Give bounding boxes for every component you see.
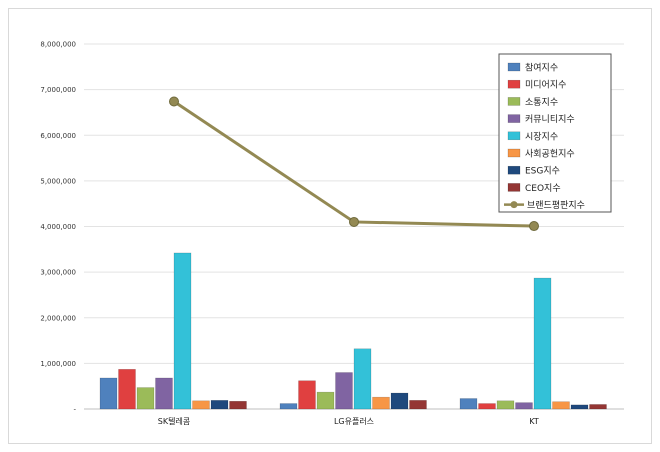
bar: [390, 392, 409, 410]
chart: - 1,000,000 2,000,000 3,000,000 4,000,000 5,0…: [40, 41, 624, 426]
legend-swatch: [507, 165, 521, 175]
line-point: [529, 221, 539, 232]
bar: [316, 391, 335, 410]
bar: [229, 400, 247, 410]
line-point: [349, 216, 359, 227]
x-category-label: KT: [529, 417, 539, 426]
line-point: [169, 96, 179, 107]
legend-swatch: [507, 79, 521, 89]
y-tick-label: 6,000,000: [40, 132, 76, 140]
bar: [496, 400, 515, 410]
bar: [173, 252, 192, 410]
bar: [99, 377, 118, 410]
legend-swatch: [507, 131, 521, 141]
bar: [459, 398, 478, 410]
legend-label: CEO지수: [525, 183, 561, 194]
y-tick-label: -: [73, 406, 76, 414]
bar: [335, 372, 353, 410]
y-tick-label: 5,000,000: [40, 177, 76, 185]
bar: [552, 401, 570, 410]
y-tick-label: 1,000,000: [40, 360, 76, 368]
legend-swatch: [507, 183, 521, 192]
bar: [136, 387, 155, 410]
bar: [515, 402, 533, 410]
legend-swatch: [507, 62, 521, 72]
legend-label: 사회공헌지수: [525, 149, 575, 160]
y-tick-label: 7,000,000: [40, 86, 76, 94]
y-tick-label: 3,000,000: [40, 269, 76, 277]
bar: [192, 400, 210, 410]
y-tick-label: 2,000,000: [40, 314, 76, 322]
bar: [570, 404, 589, 410]
bar: [118, 369, 136, 410]
legend-swatch: [507, 148, 521, 158]
legend-label: 소통지수: [525, 97, 558, 108]
legend-label: 참여지수: [525, 62, 558, 74]
bar: [353, 348, 372, 410]
legend-swatch: [507, 114, 521, 123]
legend-line-marker: [510, 201, 518, 209]
legend-label: ESG지수: [525, 166, 560, 177]
legend-swatch: [507, 97, 521, 106]
legend-label: 브랜드평판지수: [527, 200, 585, 211]
bar: [478, 403, 496, 410]
bar: [409, 400, 427, 410]
bar: [533, 277, 552, 410]
bar: [279, 403, 298, 410]
legend-label: 미디어지수: [525, 80, 566, 91]
x-category-label: SK텔레콤: [158, 417, 190, 426]
legend-label: 커뮤니티지수: [525, 114, 575, 125]
bar: [298, 380, 316, 410]
line-series: [173, 100, 535, 228]
bar: [210, 400, 229, 410]
bar: [589, 404, 607, 410]
y-tick-label: 4,000,000: [40, 223, 76, 231]
x-category-label: LG유플러스: [334, 417, 374, 426]
y-tick-label: 8,000,000: [40, 41, 76, 49]
bar: [155, 377, 173, 410]
chart-frame: - 1,000,000 2,000,000 3,000,000 4,000,000 5,0…: [8, 8, 652, 444]
bar: [372, 396, 390, 410]
legend-label: 시장지수: [525, 131, 558, 142]
